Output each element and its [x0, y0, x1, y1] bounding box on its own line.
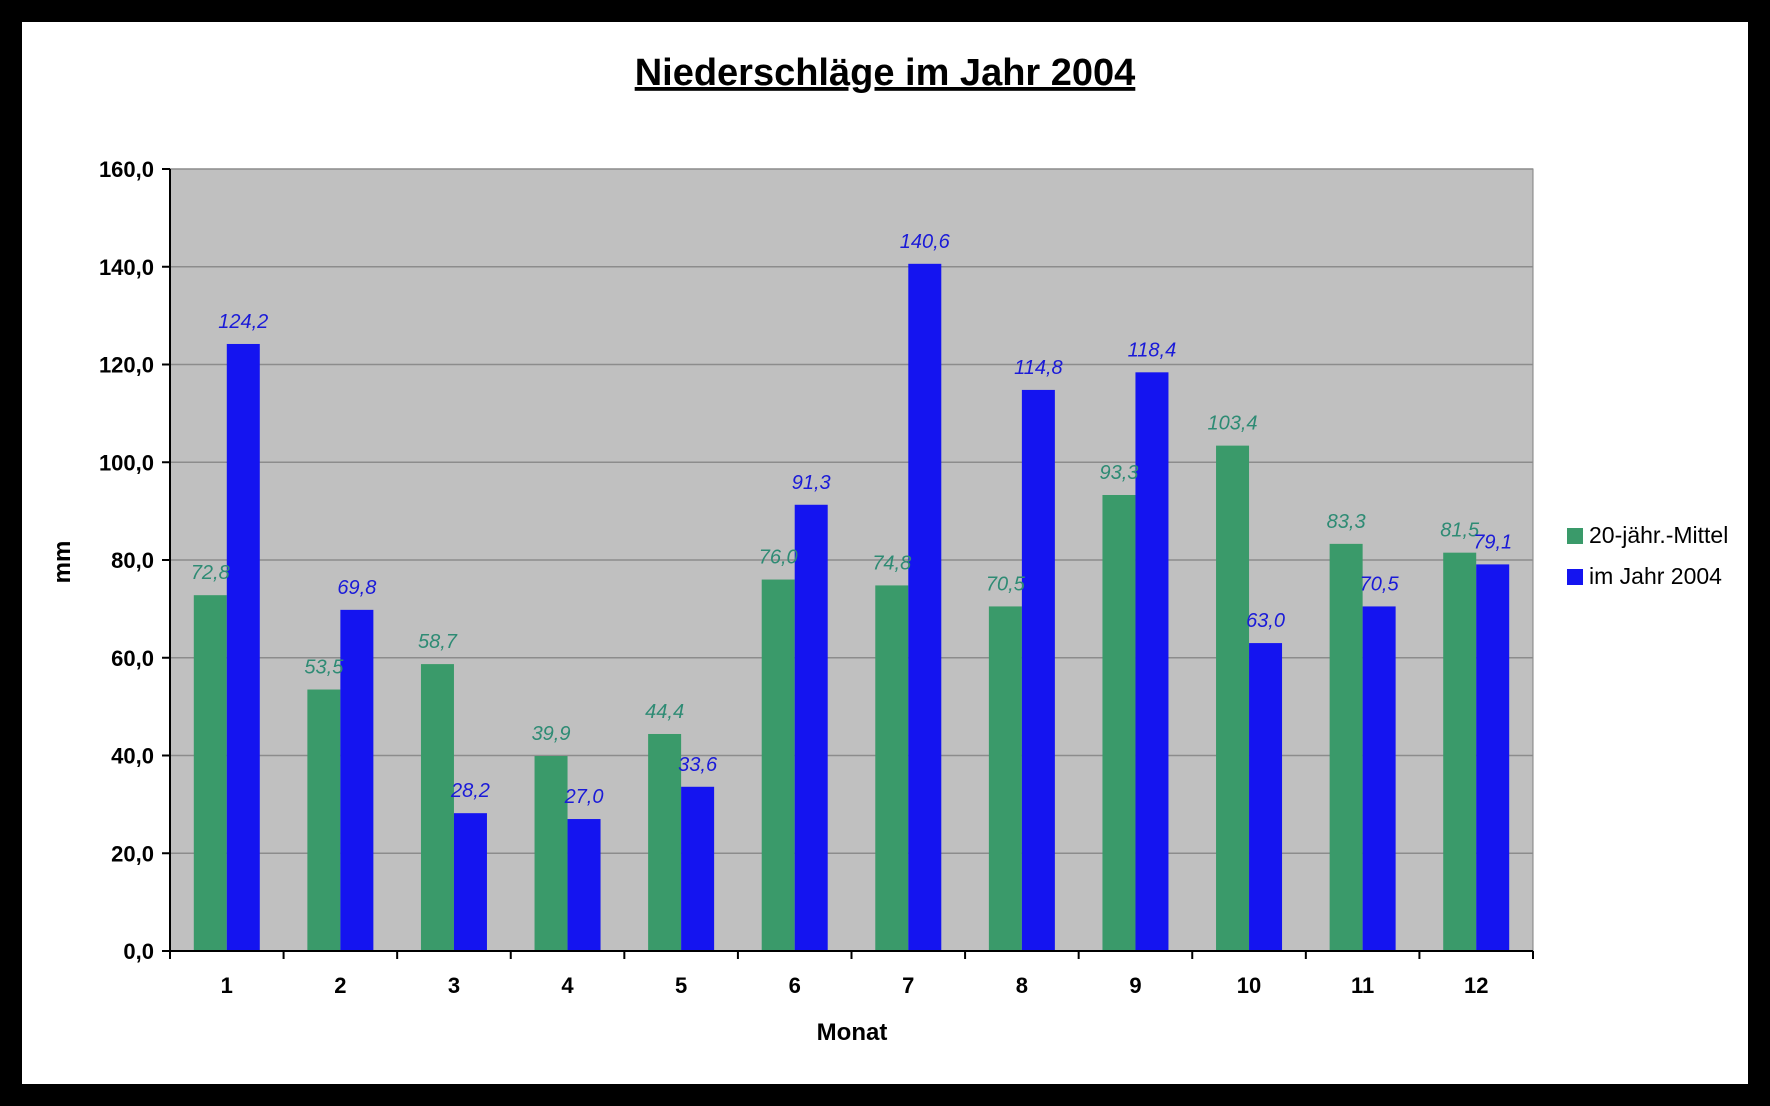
- x-tick-label: 9: [1129, 973, 1141, 998]
- data-label-2004: 124,2: [218, 311, 268, 333]
- bar-2004: [1021, 389, 1055, 951]
- x-tick-label: 4: [561, 973, 574, 998]
- data-label-2004: 27,0: [564, 786, 604, 808]
- data-label-mittel: 103,4: [1208, 413, 1258, 435]
- data-label-mittel: 83,3: [1327, 511, 1366, 533]
- bar-mittel: [875, 585, 909, 951]
- bar-mittel: [1443, 552, 1477, 951]
- data-label-mittel: 81,5: [1440, 520, 1480, 542]
- bar-mittel: [193, 595, 227, 951]
- data-label-2004: 140,6: [900, 231, 951, 253]
- x-tick-label: 1: [221, 973, 233, 998]
- data-label-mittel: 76,0: [759, 547, 798, 569]
- y-tick-label: 140,0: [99, 255, 154, 280]
- legend-label-mittel: 20-jähr.-Mittel: [1589, 522, 1728, 548]
- x-tick-label: 2: [334, 973, 346, 998]
- legend-label-2004: im Jahr 2004: [1589, 563, 1722, 589]
- legend-swatch-mittel: [1567, 528, 1583, 544]
- data-labels: 72,8 124,2 53,5 69,8 58,7 28,2 39,9 27,0 44,4 33,…: [191, 231, 1512, 808]
- bar-mittel: [761, 579, 795, 951]
- data-label-2004: 70,5: [1360, 573, 1400, 595]
- bar-mittel: [1216, 445, 1250, 951]
- bar-mittel: [307, 689, 341, 951]
- bar-2004: [453, 813, 487, 951]
- y-tick-label: 160,0: [99, 157, 154, 182]
- y-tick-label: 100,0: [99, 450, 154, 475]
- data-label-mittel: 39,9: [532, 723, 571, 745]
- axes: [162, 168, 1534, 959]
- bar-2004: [1476, 564, 1510, 951]
- y-tick-label: 20,0: [111, 841, 154, 866]
- bar-mittel: [1329, 543, 1363, 951]
- x-axis-label: Monat: [817, 1019, 888, 1046]
- bar-mittel: [420, 664, 454, 951]
- data-label-2004: 118,4: [1128, 339, 1177, 361]
- bar-2004: [1249, 643, 1283, 951]
- y-axis-label: mm: [49, 541, 76, 584]
- y-tick-label: 40,0: [111, 744, 154, 769]
- x-tick-label: 11: [1351, 973, 1374, 998]
- data-label-2004: 91,3: [792, 472, 831, 494]
- bar-mittel: [988, 606, 1022, 951]
- bar-2004: [908, 263, 942, 951]
- data-label-mittel: 70,5: [986, 573, 1026, 595]
- data-label-2004: 79,1: [1473, 531, 1512, 553]
- y-tick-label: 0,0: [123, 939, 154, 964]
- bar-mittel: [648, 733, 682, 951]
- data-label-mittel: 74,8: [872, 552, 911, 574]
- bars: [193, 263, 1510, 951]
- data-label-2004: 28,2: [450, 780, 490, 802]
- legend: 20-jähr.-Mittel im Jahr 2004: [1567, 522, 1728, 589]
- legend-swatch-2004: [1567, 569, 1583, 585]
- bar-mittel: [534, 755, 568, 951]
- x-tick-label: 8: [1016, 973, 1028, 998]
- bar-2004: [681, 786, 715, 951]
- data-label-mittel: 44,4: [645, 701, 684, 723]
- y-tick-label: 120,0: [99, 353, 154, 378]
- data-label-2004: 114,8: [1014, 357, 1063, 379]
- y-tick-labels: 0,0 20,0 40,0 60,0 80,0 100,0 120,0 140,0 160,0: [99, 157, 154, 964]
- data-label-2004: 63,0: [1246, 610, 1285, 632]
- x-tick-labels: 1 2 3 4 5 6 7 8 9 10 11 12: [221, 973, 1489, 998]
- x-tick-label: 5: [675, 973, 687, 998]
- bar-2004: [1362, 606, 1396, 951]
- bar-mittel: [1102, 494, 1136, 951]
- y-tick-label: 80,0: [111, 548, 154, 573]
- data-label-2004: 33,6: [678, 754, 718, 776]
- data-label-mittel: 93,3: [1099, 462, 1138, 484]
- gridlines: [170, 168, 1533, 854]
- x-tick-label: 7: [902, 973, 914, 998]
- x-tick-label: 10: [1237, 973, 1261, 998]
- data-label-mittel: 58,7: [418, 631, 458, 653]
- y-tick-label: 60,0: [111, 646, 154, 671]
- bar-2004: [794, 504, 828, 951]
- x-tick-label: 6: [789, 973, 801, 998]
- bar-2004: [340, 609, 374, 951]
- data-label-mittel: 53,5: [304, 657, 344, 679]
- bar-2004: [226, 343, 260, 951]
- x-tick-label: 3: [448, 973, 460, 998]
- data-label-mittel: 72,8: [191, 562, 230, 584]
- data-label-2004: 69,8: [337, 577, 376, 599]
- bar-2004: [1135, 372, 1169, 951]
- chart-title: Niederschläge im Jahr 2004: [635, 52, 1136, 94]
- bar-2004: [567, 819, 601, 951]
- x-tick-label: 12: [1464, 973, 1488, 998]
